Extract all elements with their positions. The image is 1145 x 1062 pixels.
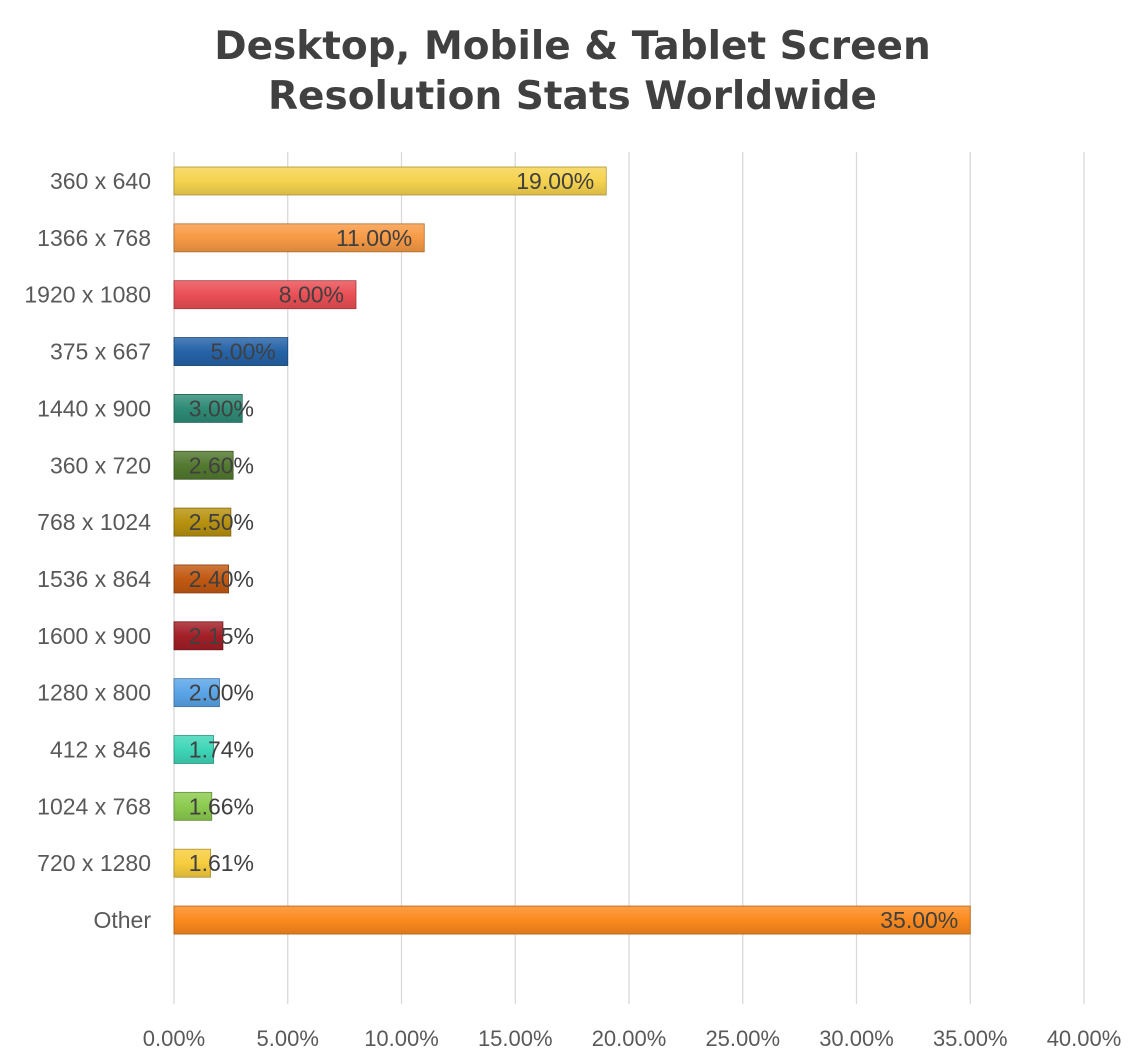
chart-title-line-2: Resolution Stats Worldwide xyxy=(268,74,877,119)
data-label: 1.66% xyxy=(189,793,254,819)
data-label: 2.15% xyxy=(189,623,254,649)
category-label: 1600 x 900 xyxy=(37,623,151,649)
bar xyxy=(173,621,224,651)
category-label: 360 x 720 xyxy=(50,452,151,478)
x-tick-label: 25.00% xyxy=(705,1026,780,1051)
x-tick-label: 40.00% xyxy=(1047,1026,1122,1051)
bar xyxy=(173,166,607,196)
x-axis-tick-labels: 0.00% 5.00% 10.00% 15.00% 20.00% 25.00% 30.00%… xyxy=(143,1026,1122,1051)
data-label: 2.50% xyxy=(189,509,254,535)
data-label: 1.61% xyxy=(189,850,254,876)
data-label: 2.00% xyxy=(189,680,254,706)
bar xyxy=(173,735,214,764)
category-label: Other xyxy=(93,907,151,933)
x-tick-label: 15.00% xyxy=(478,1026,553,1051)
bar xyxy=(173,678,220,708)
category-label: 1440 x 900 xyxy=(37,395,151,421)
x-tick-label: 10.00% xyxy=(364,1026,439,1051)
bars xyxy=(173,166,971,935)
category-label: 1920 x 1080 xyxy=(24,282,151,308)
bar xyxy=(173,223,425,253)
data-label: 3.00% xyxy=(189,395,254,421)
category-label: 1280 x 800 xyxy=(37,680,151,706)
category-label: 375 x 667 xyxy=(50,339,151,365)
bar xyxy=(173,791,213,821)
grid-lines xyxy=(173,152,1085,1004)
category-labels: 360 x 640 1366 x 768 1920 x 1080 375 x 667 1… xyxy=(24,168,151,933)
bar xyxy=(173,507,232,537)
bar xyxy=(173,280,357,310)
data-label: 2.40% xyxy=(189,566,254,592)
bar xyxy=(173,848,212,878)
category-label: 1024 x 768 xyxy=(37,793,151,819)
data-labels: 19.00% 11.00% 8.00% 5.00% 3.00% 2.60% 2.50% 2.4… xyxy=(189,168,958,933)
bar xyxy=(173,393,243,423)
category-label: 360 x 640 xyxy=(50,168,151,194)
data-label: 5.00% xyxy=(211,339,276,365)
chart-title-line-1: Desktop, Mobile & Tablet Screen xyxy=(214,24,931,69)
data-label: 19.00% xyxy=(516,168,594,194)
x-tick-label: 5.00% xyxy=(257,1026,319,1051)
data-label: 2.60% xyxy=(189,452,254,478)
x-tick-label: 30.00% xyxy=(819,1026,894,1051)
category-label: 1366 x 768 xyxy=(37,225,151,251)
bar xyxy=(173,450,234,480)
bar xyxy=(173,905,971,935)
x-tick-label: 0.00% xyxy=(143,1026,205,1051)
data-label: 8.00% xyxy=(279,282,344,308)
data-label: 35.00% xyxy=(880,907,958,933)
category-label: 720 x 1280 xyxy=(37,850,151,876)
bar xyxy=(173,337,289,366)
data-label: 11.00% xyxy=(336,225,412,251)
data-label: 1.74% xyxy=(189,737,254,763)
x-tick-label: 20.00% xyxy=(592,1026,667,1051)
x-tick-label: 35.00% xyxy=(933,1026,1008,1051)
category-label: 768 x 1024 xyxy=(37,509,151,535)
category-label: 1536 x 864 xyxy=(37,566,151,592)
chart-title: Desktop, Mobile & Tablet Screen Resoluti… xyxy=(0,22,1145,122)
category-label: 412 x 846 xyxy=(50,737,151,763)
bar xyxy=(173,564,229,594)
